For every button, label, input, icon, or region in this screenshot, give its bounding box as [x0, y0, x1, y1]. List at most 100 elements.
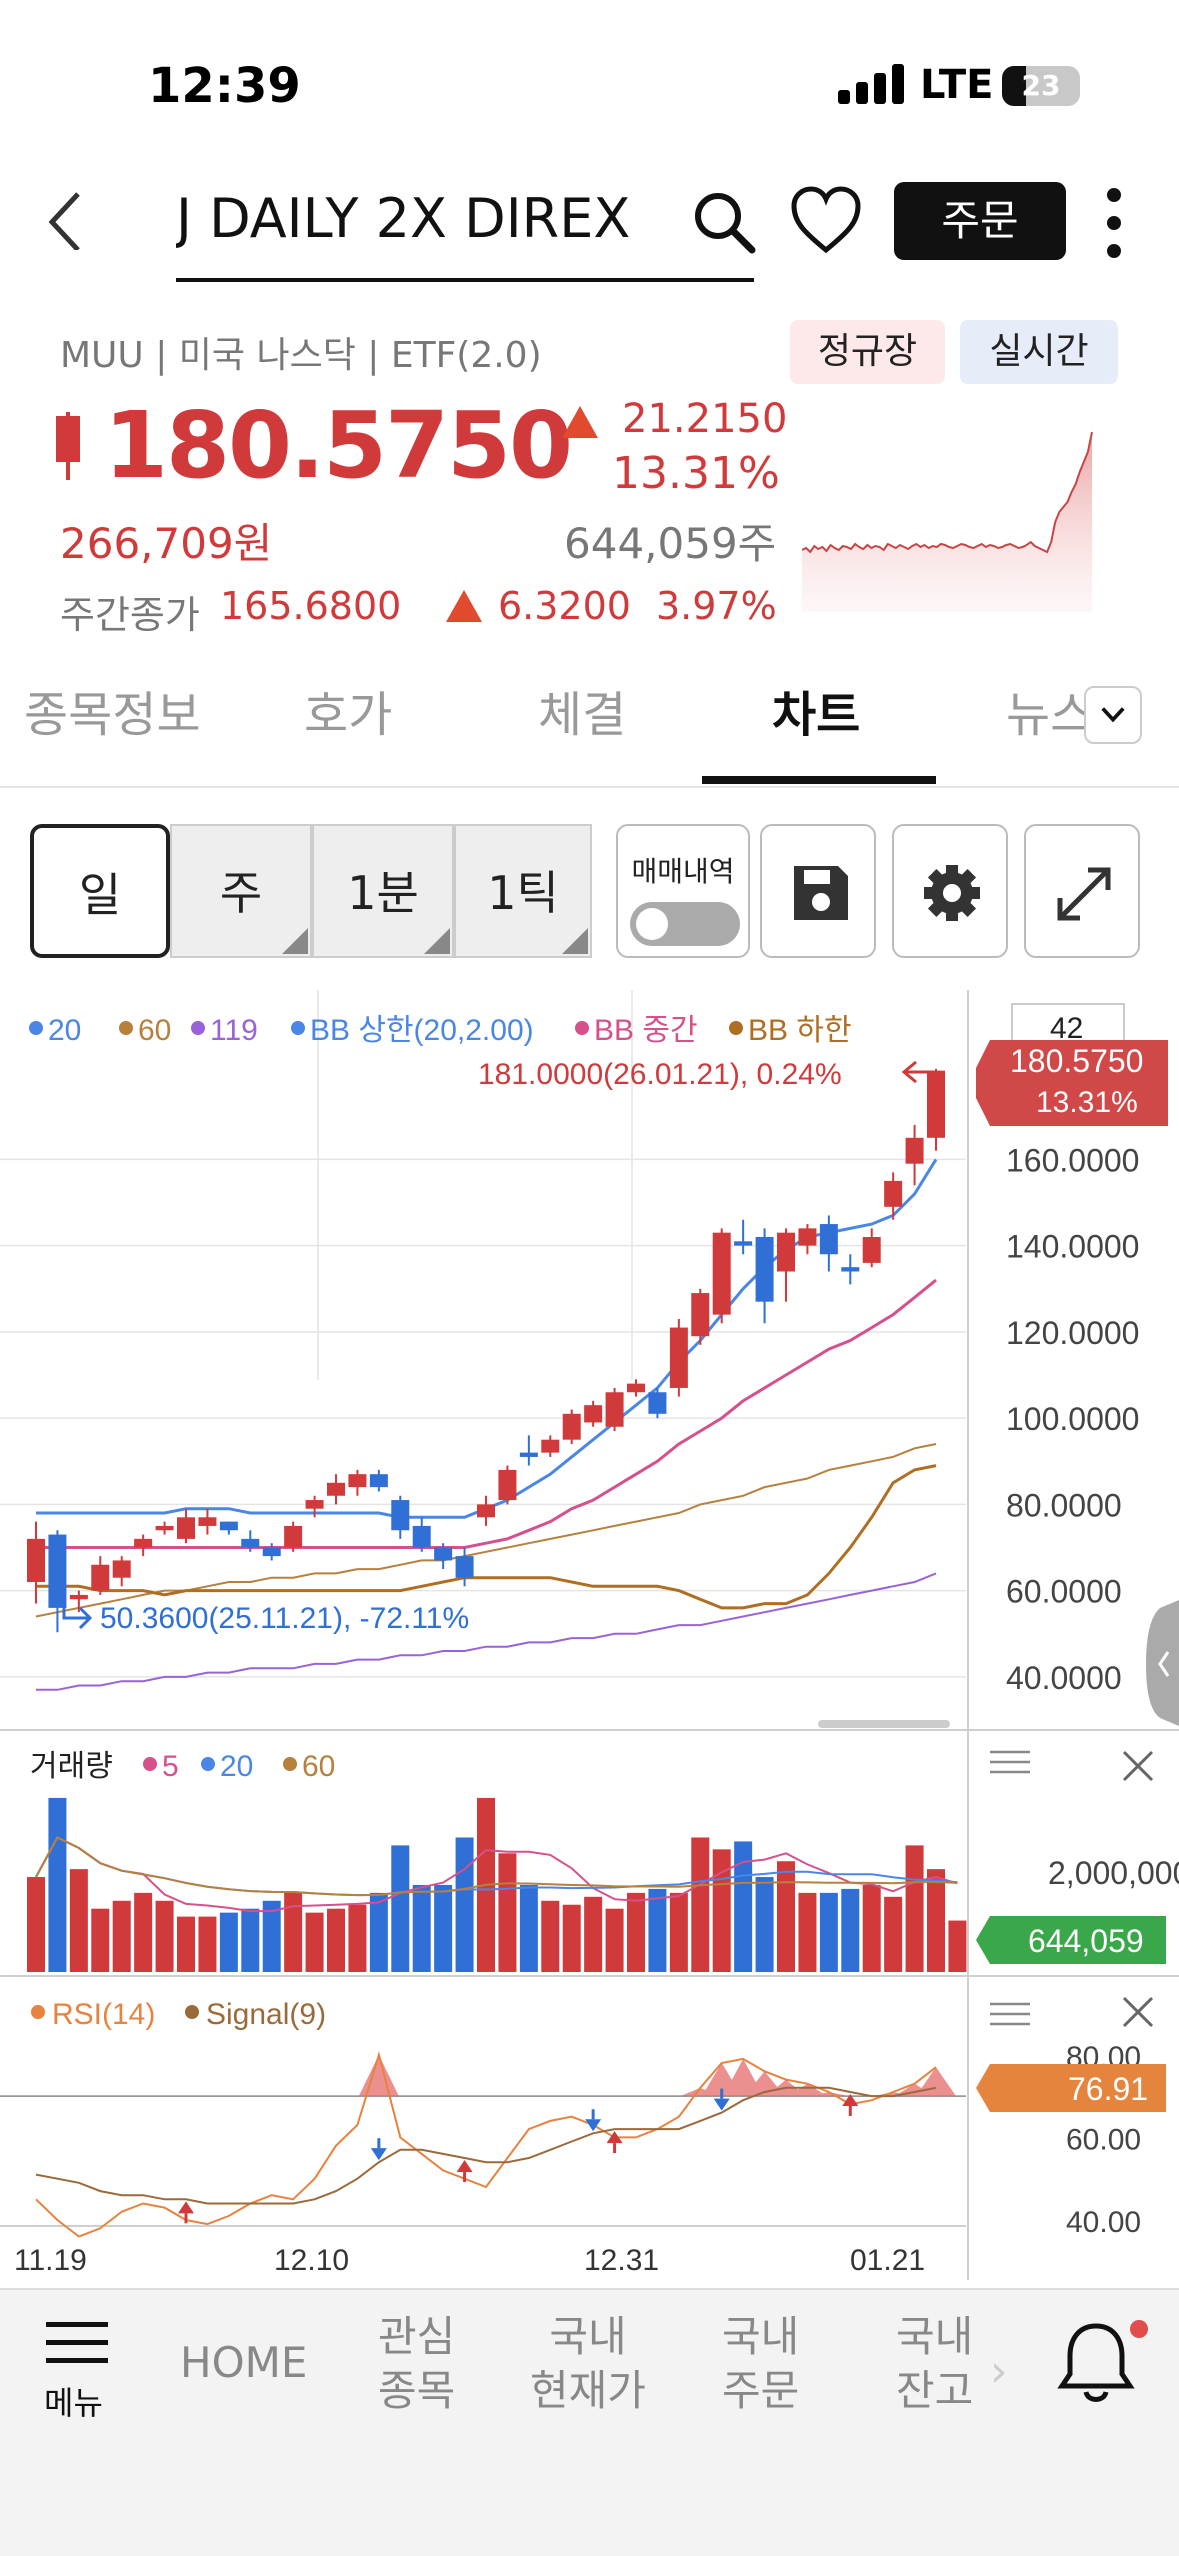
candle-body [455, 1556, 474, 1578]
period-week-button[interactable]: 주 [170, 824, 312, 958]
price-tick-label: 40.0000 [1006, 1660, 1122, 1696]
bell-icon[interactable] [1054, 2318, 1138, 2408]
nav-domestic-price-line2: 현재가 [530, 2366, 646, 2415]
x-tick-label: 12.31 [584, 2244, 659, 2277]
nav-domestic-balance-line2: 잔고 [896, 2366, 974, 2415]
volume-bar [305, 1912, 324, 1972]
expand-icon [1057, 867, 1111, 921]
toggle-switch[interactable] [630, 902, 740, 946]
x-tick-label: 12.10 [274, 2244, 349, 2277]
signal-icon [838, 64, 904, 104]
nav-watchlist[interactable]: 관심 종목 [378, 2310, 455, 2418]
volume-bar [198, 1916, 217, 1972]
candle-body [819, 1224, 838, 1255]
order-button[interactable]: 주문 [894, 182, 1066, 260]
intraday-sparkline[interactable] [802, 412, 1112, 612]
candle-body [305, 1500, 324, 1509]
period-day-button[interactable]: 일 [30, 824, 170, 958]
current-price: 180.5750 [104, 392, 573, 499]
tab-news[interactable]: 뉴스 [1006, 687, 1086, 743]
high-annotation: 181.0000(26.01.21), 0.24% [478, 1058, 842, 1091]
candle-body [262, 1547, 281, 1557]
tab-chart[interactable]: 차트 [772, 687, 861, 743]
high-arrow [901, 1060, 936, 1084]
chevron-left-icon [1158, 1651, 1170, 1677]
legend-dot [575, 1021, 589, 1035]
tab-orderbook[interactable]: 호가 [304, 687, 393, 743]
candle-body [348, 1474, 367, 1488]
candle-body [48, 1534, 67, 1608]
menu-label[interactable]: 메뉴 [44, 2384, 103, 2422]
side-drawer-handle [1146, 1600, 1179, 1726]
nav-domestic-balance-line1: 국내 [896, 2312, 974, 2361]
candle-body [241, 1538, 260, 1548]
search-icon[interactable] [692, 190, 756, 254]
x-tick-label: 01.21 [850, 2244, 925, 2277]
candle-body [155, 1525, 174, 1531]
period-tick-button[interactable]: 1틱 [454, 824, 592, 958]
hamburger-icon[interactable] [990, 2002, 1030, 2026]
chevron-right-icon[interactable]: › [990, 2346, 1008, 2397]
volume-bar [777, 1861, 795, 1972]
volume-bar [455, 1837, 474, 1972]
legend-dot [119, 1021, 133, 1035]
candle-body [69, 1594, 88, 1600]
axis-top-label: 42 [1050, 1012, 1083, 1045]
volume-ma-line [35, 1836, 958, 1897]
stock-chart[interactable]: 20 60 119 BB 상한(20,2.00) BB 중간 BB 하한 181.0000(… [0, 990, 1179, 2280]
volume-bar [905, 1845, 924, 1972]
more-icon[interactable] [1096, 182, 1132, 262]
candle-body [584, 1405, 603, 1423]
close-icon[interactable] [1122, 1750, 1154, 1782]
volume-bar [434, 1884, 453, 1972]
fullscreen-button[interactable] [1024, 824, 1140, 958]
hamburger-icon[interactable] [990, 1750, 1030, 1774]
low-annotation: 50.3600(25.11.21), -72.11% [100, 1602, 469, 1635]
tab-trades[interactable]: 체결 [538, 687, 627, 743]
stock-meta: MUU | 미국 나스닥 | ETF(2.0) [60, 335, 542, 376]
candle-body [905, 1137, 924, 1164]
candle-body [841, 1267, 860, 1272]
nav-domestic-order-line1: 국내 [722, 2312, 800, 2361]
candle-body [648, 1392, 667, 1414]
nav-domestic-price-line1: 국내 [549, 2312, 627, 2361]
candle-body [777, 1232, 795, 1272]
heart-icon[interactable] [790, 186, 862, 254]
volume-bar [562, 1904, 581, 1972]
trade-history-toggle[interactable]: 매매내역 [616, 824, 750, 958]
bottom-navigation [0, 2288, 1179, 2556]
rsi-current-tag [976, 2064, 1166, 2112]
nav-home[interactable]: HOME [180, 2338, 308, 2387]
legend-dot [143, 1757, 157, 1771]
axis-top-box [1011, 1003, 1125, 1047]
menu-icon[interactable] [46, 2318, 108, 2368]
close-icon[interactable] [1122, 1996, 1154, 2028]
period-1min-button[interactable]: 1분 [312, 824, 454, 958]
candle-body [562, 1413, 581, 1440]
save-button[interactable] [760, 824, 876, 958]
period-week-label: 주 [219, 866, 263, 920]
candle-body [369, 1474, 388, 1488]
legend-dot [201, 1757, 215, 1771]
settings-button[interactable] [892, 824, 1008, 958]
stock-title[interactable]: J DAILY 2X DIREX [176, 186, 754, 282]
save-icon [794, 866, 848, 920]
legend-dot [729, 1021, 743, 1035]
candle-body [91, 1564, 110, 1591]
volume-bar [734, 1841, 753, 1972]
price-tick-label: 120.0000 [1006, 1315, 1139, 1351]
bb-mid-line [36, 1278, 937, 1549]
nav-domestic-order-line2: 주문 [722, 2366, 800, 2415]
tab-info[interactable]: 종목정보 [24, 687, 201, 743]
volume-ma-line [35, 1836, 958, 1913]
volume-legend-label: 60 [302, 1750, 335, 1783]
volume-legend-label: 5 [162, 1750, 179, 1783]
up-candle-icon [56, 412, 80, 480]
back-icon[interactable] [40, 190, 100, 250]
rsi-legend-label: RSI(14) [52, 1998, 155, 2031]
chevron-down-icon[interactable] [1084, 686, 1142, 744]
price-tick-label: 100.0000 [1006, 1401, 1139, 1437]
